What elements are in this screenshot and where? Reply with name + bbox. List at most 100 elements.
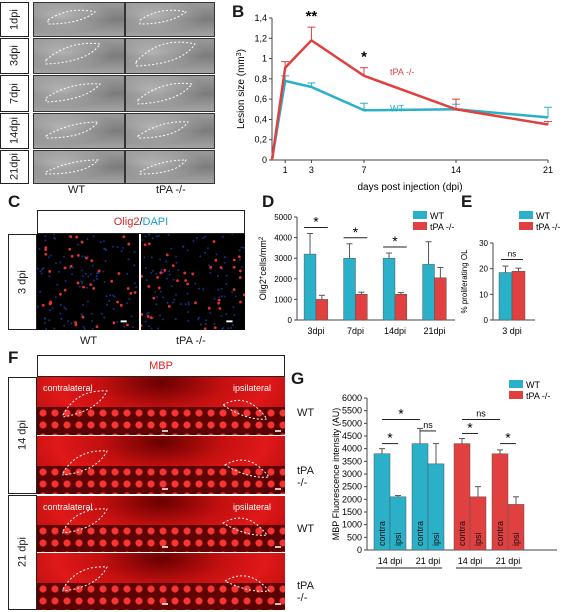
dapi-dot <box>113 295 116 298</box>
olig2-dot <box>116 300 119 304</box>
legend-swatch-tpa <box>413 222 427 230</box>
col-label-wt: WT <box>68 184 86 196</box>
olig2-dot <box>74 323 78 327</box>
dapi-dot <box>231 290 234 293</box>
dapi-dot <box>213 297 216 300</box>
y-label-sup: + <box>259 275 265 279</box>
olig2-dot <box>126 323 129 327</box>
dapi-dot <box>238 258 241 261</box>
dapi-dot <box>144 266 147 269</box>
panel-f: MBP 14 dpi 21 dpi contralateral ipsilate… <box>0 355 314 612</box>
dapi-dot <box>91 264 94 267</box>
dapi-dot <box>121 247 124 250</box>
contralateral-label-21: contralateral <box>43 502 93 512</box>
dapi-dot <box>202 288 205 291</box>
dapi-dot <box>47 256 50 259</box>
significance-mark: ** <box>306 8 318 25</box>
dapi-dot <box>194 282 197 285</box>
dapi-dot <box>172 278 175 281</box>
bar-wt <box>303 253 317 321</box>
mbp-title: MBP <box>37 355 285 377</box>
dapi-dot <box>204 235 207 238</box>
mri-wt-21dpi <box>33 150 125 184</box>
dapi-dot <box>157 234 160 237</box>
olig2-label: Olig2 <box>113 216 140 228</box>
olig2-dot <box>156 275 159 279</box>
dapi-dot <box>70 322 73 325</box>
olig2-dot <box>146 314 150 318</box>
legend-swatch-wt <box>519 211 533 219</box>
dapi-dot <box>218 296 221 299</box>
dapi-dot <box>59 261 62 264</box>
dapi-dot <box>197 318 200 321</box>
y-tick-label: 0,4 <box>254 114 267 124</box>
bar-wt <box>498 272 513 321</box>
dapi-dot <box>44 235 47 238</box>
olig2-dot <box>207 306 211 310</box>
dapi-dot <box>92 235 95 238</box>
dapi-dot <box>182 245 185 248</box>
contralateral-label: contralateral <box>43 383 93 393</box>
dapi-dot <box>223 261 226 264</box>
bar-label-ipsi: ipsi <box>431 532 441 546</box>
bar-tpa <box>511 270 526 321</box>
olig2-dot <box>217 301 220 305</box>
significance-mark: * <box>361 49 367 66</box>
dapi-dot <box>44 321 47 324</box>
mri-tpa-7dpi <box>125 75 215 112</box>
dapi-dot <box>100 312 103 315</box>
dapi-dot <box>159 314 162 317</box>
olig2-dot <box>75 235 79 239</box>
olig2-dot <box>171 264 175 268</box>
olig2-dot <box>239 300 242 304</box>
dapi-dot <box>103 280 106 283</box>
olig2-dot <box>209 265 213 269</box>
dapi-dot <box>161 271 164 274</box>
y-tick-label: 3000 <box>342 469 362 479</box>
dapi-dot <box>198 287 201 290</box>
dapi-dot <box>187 303 190 306</box>
x-tick-label: 3 dpi <box>502 326 522 336</box>
olig2-dot <box>143 243 147 247</box>
series-label-tpa: tPA -/- <box>390 67 414 77</box>
dapi-dot <box>39 290 42 293</box>
olig2-dot <box>76 281 80 285</box>
x-axis-label: days post injection (dpi) <box>357 182 462 193</box>
dapi-dot <box>37 267 39 270</box>
olig2-dot <box>85 256 88 260</box>
olig2-dot <box>68 247 72 251</box>
y-axis-label: Olig2+cells/mm2 <box>258 236 268 300</box>
title-separator: / <box>139 216 143 228</box>
bar-wt <box>422 264 435 321</box>
olig2-dot <box>232 258 236 262</box>
dapi-dot <box>53 236 56 239</box>
olig2-dot <box>238 276 242 279</box>
dapi-dot <box>162 318 165 321</box>
dapi-dot <box>41 268 44 271</box>
y-axis-label: % proliferating OL <box>460 249 469 314</box>
olig2-dot <box>95 325 99 329</box>
dapi-dot <box>225 313 228 316</box>
dapi-dot <box>234 295 237 298</box>
dapi-dot <box>77 243 80 246</box>
fluo-image-wt <box>37 234 139 330</box>
olig2-dapi-title: Olig2 / DAPI <box>37 210 245 234</box>
y-tick-label: 1,4 <box>254 13 267 23</box>
olig2-dot <box>127 242 131 246</box>
y-tick-label: 1,2 <box>254 33 267 43</box>
bar-label-ipsi: ipsi <box>511 532 521 546</box>
panel-a: 1dpi 3dpi 7dpi 14dpi 21dpi WT tPA -/- <box>0 0 220 200</box>
dapi-dot <box>168 269 171 272</box>
dapi-dot <box>109 294 112 297</box>
y-tick-label: 10 <box>479 290 488 299</box>
dapi-dot <box>174 318 177 321</box>
dapi-dot <box>71 273 74 276</box>
dapi-dot <box>80 269 83 272</box>
olig2-dot <box>70 254 74 258</box>
y-tick-label: 0 <box>262 155 267 165</box>
dapi-dot <box>173 298 176 301</box>
y-tick-label: 1000 <box>274 295 292 304</box>
olig2-dot <box>159 271 163 275</box>
dapi-dot <box>54 296 57 299</box>
dapi-dot <box>238 249 241 252</box>
